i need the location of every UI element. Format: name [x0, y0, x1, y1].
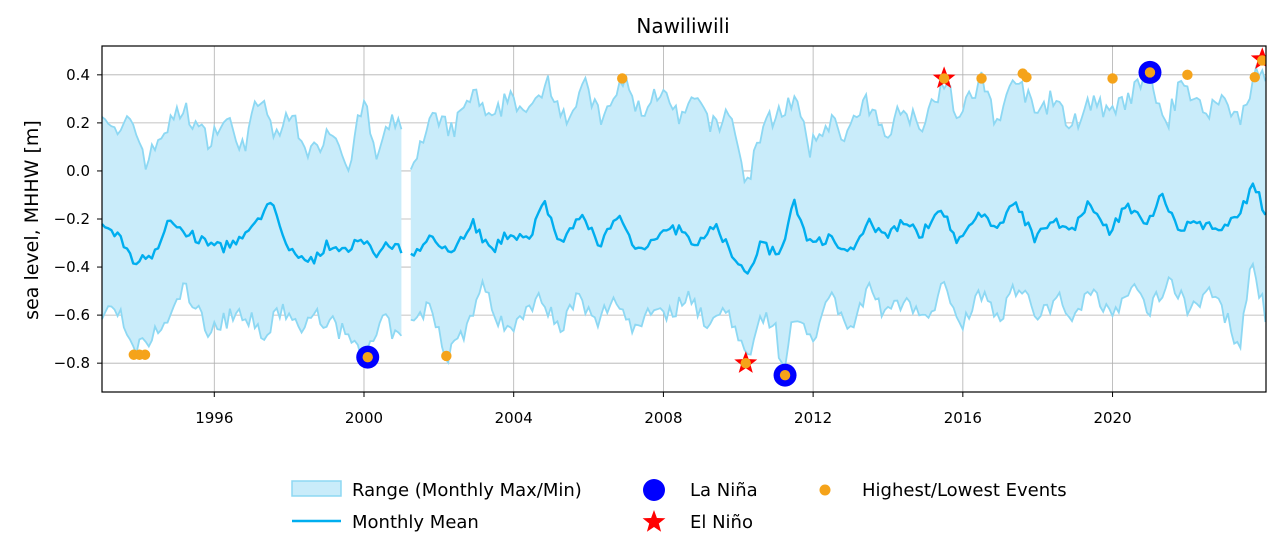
event-marker: [1249, 72, 1260, 83]
y-tick-label: −0.4: [54, 258, 90, 276]
legend-mean-label: Monthly Mean: [352, 512, 479, 533]
range-max-line: [409, 63, 1267, 185]
x-tick-label: 2016: [944, 409, 982, 427]
range-min-line: [410, 261, 1267, 370]
event-marker: [779, 369, 791, 381]
event-marker: [362, 351, 373, 363]
legend-events-label: Highest/Lowest Events: [862, 480, 1067, 501]
x-tick-label: 2012: [794, 409, 832, 427]
chart-title: Nawiliwili: [636, 14, 729, 38]
range-min-line: [101, 282, 403, 358]
y-tick-label: −0.6: [54, 306, 90, 324]
x-tick-label: 1996: [195, 409, 233, 427]
y-axis-label: sea level, MHHW [m]: [21, 120, 43, 320]
range-band: [102, 100, 402, 357]
event-marker: [1021, 72, 1032, 83]
event-marker: [1144, 67, 1156, 78]
y-tick-label: 0.0: [66, 162, 90, 180]
legend-el-nino-marker: [642, 510, 666, 532]
x-axis-ticks: 1996 2000 2004 2008 2012 2016 2020: [195, 392, 1132, 427]
legend-el-nino-label: El Niño: [690, 512, 753, 533]
event-marker: [740, 357, 751, 369]
legend-range-swatch: [291, 480, 342, 497]
x-tick-label: 2008: [644, 409, 682, 427]
y-tick-label: −0.2: [54, 210, 90, 228]
y-tick-label: 0.4: [66, 66, 90, 84]
legend: Range (Monthly Max/Min) Monthly Mean La …: [291, 479, 1067, 533]
x-tick-label: 2000: [345, 409, 383, 427]
event-markers: [128, 47, 1266, 387]
event-marker: [617, 73, 628, 84]
monthly-mean-line: [101, 201, 403, 266]
y-tick-label: −0.8: [54, 354, 90, 372]
x-tick-label: 2004: [495, 409, 533, 427]
y-tick-label: 0.2: [66, 114, 90, 132]
x-tick-label: 2020: [1093, 409, 1131, 427]
event-marker: [938, 73, 950, 84]
event-marker: [1257, 55, 1266, 66]
legend-la-nina-marker: [643, 479, 665, 501]
range-band: [410, 66, 1266, 367]
legend-range-label: Range (Monthly Max/Min): [352, 480, 582, 501]
legend-la-nina-label: La Niña: [690, 480, 758, 501]
plot-area: [101, 63, 1267, 370]
event-marker: [441, 350, 452, 362]
event-marker: [1182, 69, 1193, 81]
event-marker: [976, 73, 987, 84]
event-marker: [1107, 73, 1118, 84]
legend-events-marker: [819, 484, 831, 496]
event-marker: [139, 349, 151, 360]
range-max-line: [101, 98, 403, 174]
monthly-mean-line: [410, 182, 1267, 275]
y-axis-ticks: −0.8 −0.6 −0.4 −0.2 0.0 0.2 0.4: [54, 66, 102, 372]
